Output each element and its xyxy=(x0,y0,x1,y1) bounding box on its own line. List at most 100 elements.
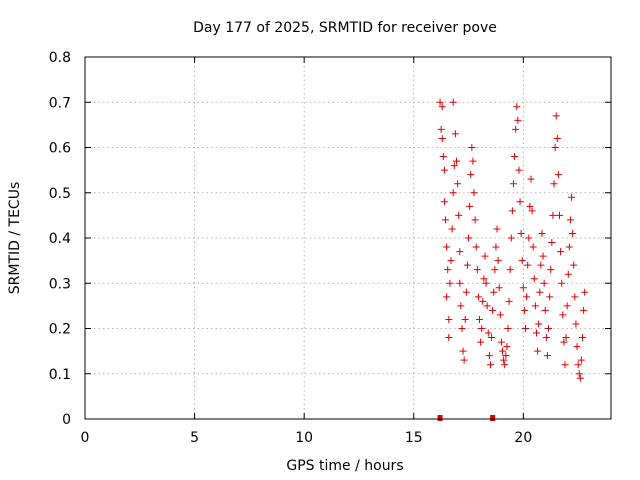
data-point xyxy=(500,356,508,364)
data-point xyxy=(580,306,588,314)
data-point xyxy=(576,374,584,382)
data-point xyxy=(443,293,451,301)
data-point xyxy=(442,216,450,224)
data-point xyxy=(449,98,457,106)
chart-title: Day 177 of 2025, SRMTID for receiver pov… xyxy=(193,20,497,36)
data-point xyxy=(517,229,525,237)
data-point xyxy=(560,338,568,346)
data-point xyxy=(527,175,535,183)
data-point xyxy=(438,134,446,142)
data-point xyxy=(551,144,559,151)
data-point xyxy=(531,302,539,310)
data-point xyxy=(479,297,487,305)
x-tick-labels: 0 5 10 15 20 xyxy=(81,430,533,446)
data-point xyxy=(548,239,556,247)
data-point xyxy=(505,297,513,305)
data-point xyxy=(520,306,528,314)
data-point xyxy=(463,261,471,269)
data-point xyxy=(450,162,458,170)
data-point xyxy=(489,306,497,314)
data-point xyxy=(465,234,473,242)
data-point xyxy=(568,193,576,201)
data-point xyxy=(480,275,488,283)
data-point xyxy=(451,130,459,138)
data-point xyxy=(462,288,470,296)
data-point xyxy=(491,266,499,274)
data-point xyxy=(503,343,511,351)
data-point xyxy=(476,315,483,323)
data-point xyxy=(486,361,494,369)
data-point xyxy=(541,306,549,314)
data-point xyxy=(502,352,510,360)
data-point xyxy=(456,279,464,287)
data-point xyxy=(524,261,532,269)
y-tick-label: 0 xyxy=(62,412,71,428)
data-point xyxy=(542,334,550,342)
data-point xyxy=(447,257,455,265)
data-point xyxy=(579,334,587,342)
zero-value-mark xyxy=(437,415,443,421)
data-point xyxy=(515,166,523,174)
data-point xyxy=(512,125,520,133)
data-point xyxy=(569,229,577,237)
data-point xyxy=(557,248,565,256)
data-point xyxy=(481,252,489,260)
data-point xyxy=(457,302,465,310)
data-point xyxy=(460,356,468,364)
y-tick-label: 0.6 xyxy=(49,141,71,157)
data-point xyxy=(581,288,589,296)
data-point xyxy=(494,257,502,265)
data-point xyxy=(497,338,505,346)
data-point xyxy=(490,288,498,296)
data-point xyxy=(470,189,478,197)
data-point xyxy=(436,98,444,106)
data-point xyxy=(461,315,469,323)
data-point xyxy=(535,320,543,328)
data-point xyxy=(448,225,456,233)
data-point xyxy=(539,252,547,260)
data-point xyxy=(467,171,475,179)
data-point xyxy=(549,211,557,219)
data-point xyxy=(483,302,491,310)
data-point xyxy=(528,207,536,215)
data-point xyxy=(564,270,572,278)
data-point xyxy=(538,229,546,237)
data-point xyxy=(485,352,493,360)
data-point xyxy=(438,103,446,111)
y-tick-label: 0.3 xyxy=(49,276,71,292)
data-point xyxy=(536,288,544,296)
data-point xyxy=(547,266,555,274)
data-point xyxy=(558,279,566,287)
data-point xyxy=(565,243,573,251)
data-point xyxy=(553,134,561,142)
y-axis-label: SRMTID / TECUs xyxy=(7,182,23,295)
data-point xyxy=(469,157,477,165)
data-point xyxy=(440,198,448,206)
x-tick-label: 5 xyxy=(190,430,199,446)
x-tick-label: 0 xyxy=(81,430,90,446)
data-point xyxy=(456,248,464,256)
grid-lines xyxy=(85,57,611,419)
data-point xyxy=(573,343,581,351)
y-tick-label: 0.2 xyxy=(49,322,71,338)
data-point xyxy=(449,189,457,197)
data-point xyxy=(526,202,534,210)
data-point xyxy=(458,325,466,332)
data-point xyxy=(552,112,560,120)
data-point xyxy=(499,347,507,355)
data-point xyxy=(545,325,553,332)
x-axis-label: GPS time / hours xyxy=(286,458,403,474)
data-point xyxy=(501,361,509,369)
data-point xyxy=(507,234,515,242)
data-point xyxy=(492,243,500,251)
data-point xyxy=(555,211,563,219)
data-point xyxy=(439,153,447,161)
data-point xyxy=(529,243,537,251)
y-tick-label: 0.1 xyxy=(49,367,71,383)
data-point xyxy=(474,293,482,301)
data-point xyxy=(478,325,486,332)
data-point xyxy=(525,234,533,242)
data-point xyxy=(543,352,551,360)
data-point xyxy=(508,207,516,215)
